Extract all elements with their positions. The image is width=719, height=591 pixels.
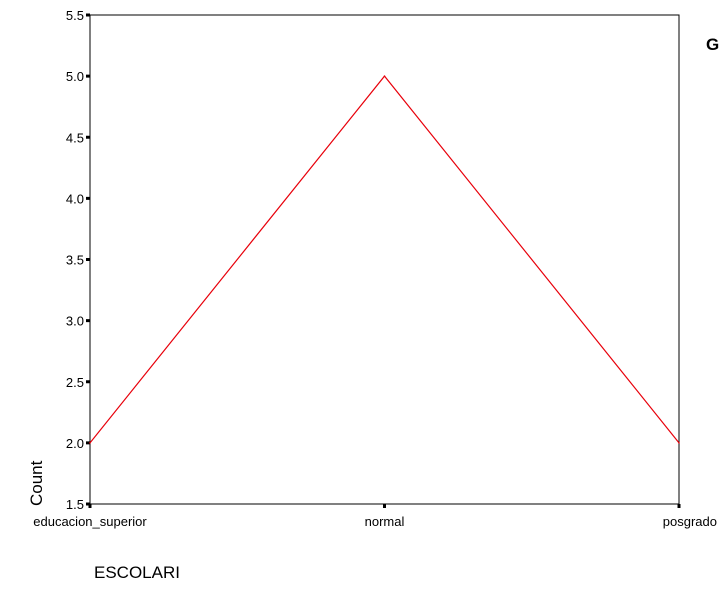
legend-label: G (706, 35, 719, 54)
y-tick-label: 3.0 (66, 314, 84, 329)
y-axis-ticks: 1.5 2.0 2.5 3.0 3.5 4.0 4.5 5.0 5.5 (66, 8, 90, 512)
y-tick-label: 2.0 (66, 436, 84, 451)
y-tick-label: 4.5 (66, 130, 84, 145)
x-axis-ticks: educacion_superior normal posgrado (33, 504, 717, 529)
series-layer (89, 75, 680, 444)
y-axis-title: Count (27, 460, 46, 506)
plot-frame (89, 14, 680, 505)
plot-border (89, 14, 680, 505)
y-tick-label: 2.5 (66, 375, 84, 390)
y-tick-label: 5.0 (66, 69, 84, 84)
x-axis-title: ESCOLARI (94, 563, 180, 582)
data-point (89, 442, 91, 444)
x-tick-label: normal (365, 514, 405, 529)
y-tick-label: 5.5 (66, 8, 84, 23)
y-tick-label: 1.5 (66, 497, 84, 512)
x-tick-label: posgrado (663, 514, 717, 529)
data-point (383, 75, 386, 77)
x-tick-label: educacion_superior (33, 514, 147, 529)
y-tick-label: 4.0 (66, 191, 84, 206)
data-point (678, 442, 680, 444)
y-tick-label: 3.5 (66, 253, 84, 268)
series-line (89, 75, 680, 444)
